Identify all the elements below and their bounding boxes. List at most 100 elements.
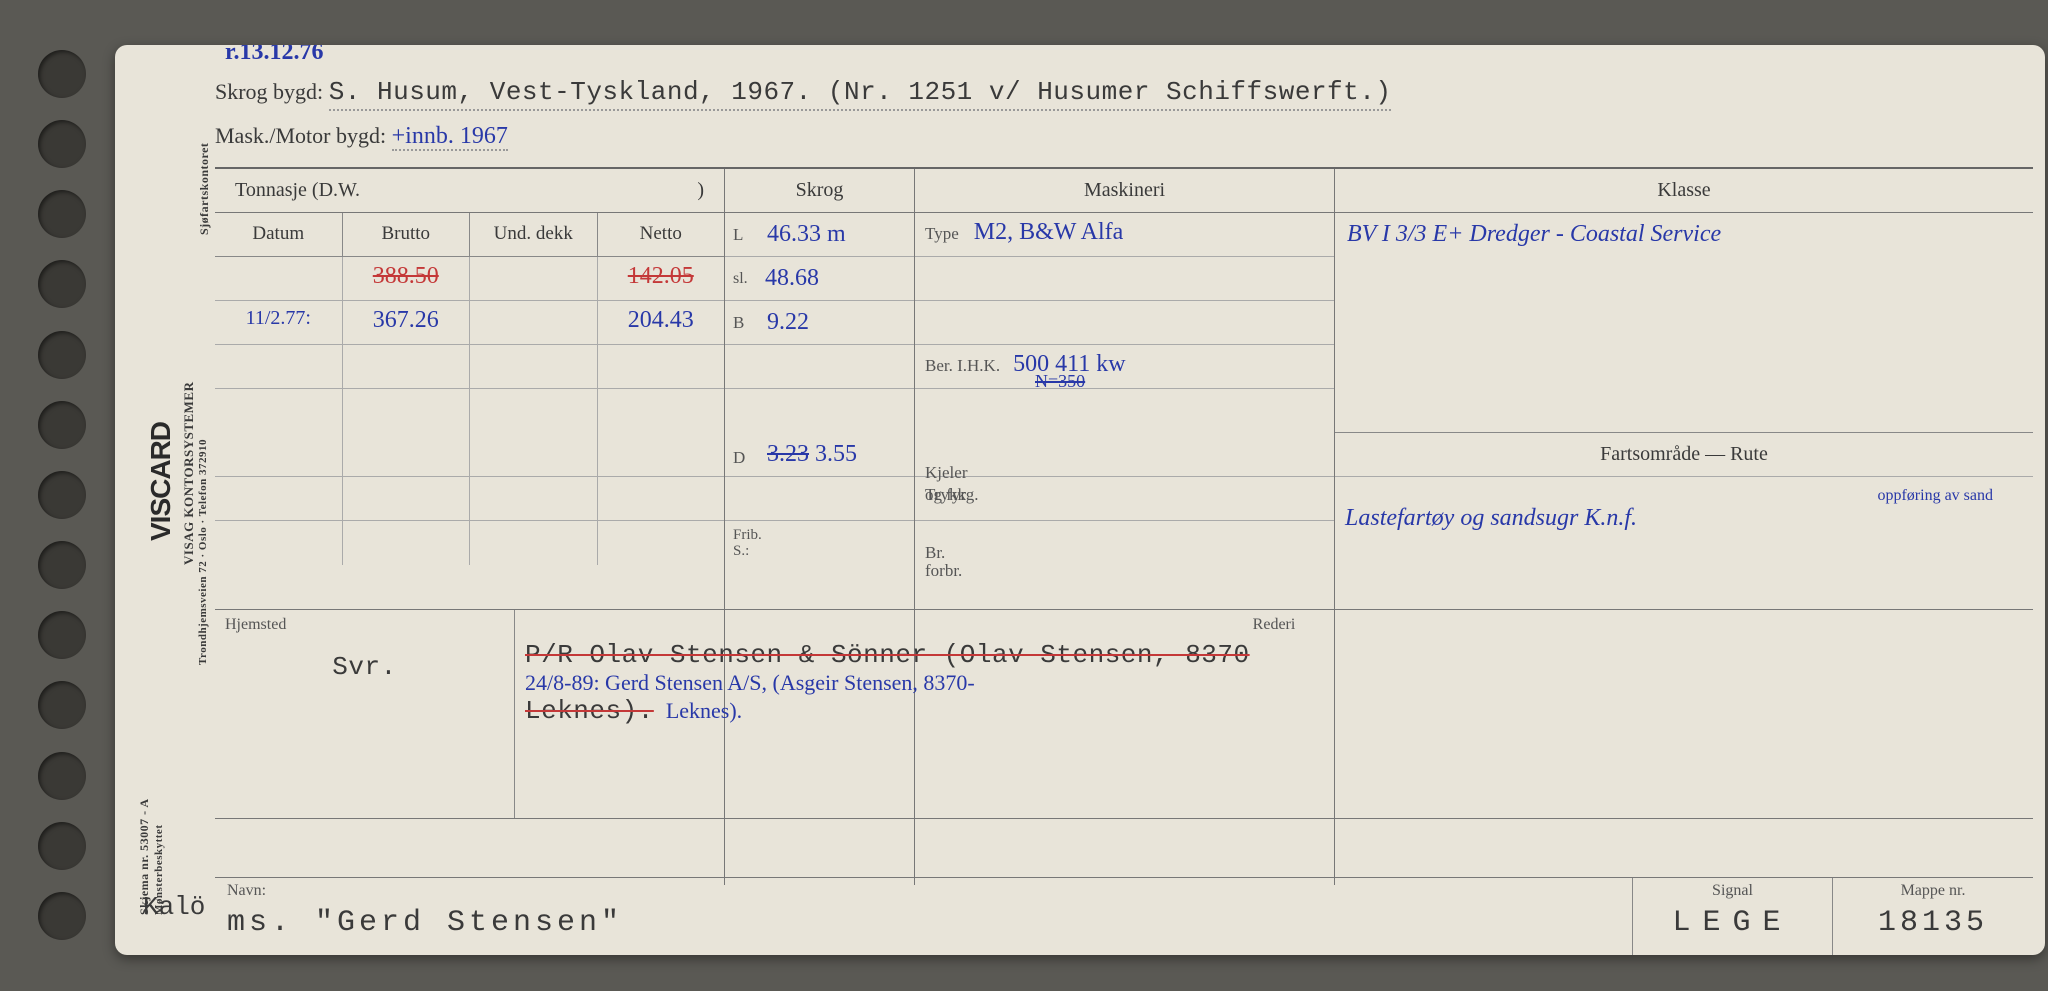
foot-navn: Kalö Navn: ms. "Gerd Stensen" — [215, 878, 1633, 955]
rederi-l2: 24/8-89: Gerd Stensen A/S, (Asgeir Stens… — [525, 670, 975, 695]
punch-hole — [38, 401, 86, 449]
skrog-blank2 — [725, 477, 914, 521]
mask-head: Maskineri — [915, 169, 1334, 213]
klasse-val: BV I 3/3 E+ Dredger - Coastal Service — [1347, 221, 1721, 247]
sl-val: 48.68 — [765, 265, 819, 292]
type-val: M2, B&W Alfa — [974, 219, 1124, 245]
navn-val: ms. "Gerd Stensen" — [227, 906, 1620, 940]
skrog-blank — [725, 345, 914, 389]
skrog-bygd-row: Skrog bygd: S. Husum, Vest-Tyskland, 196… — [215, 77, 2033, 107]
mask-ihk: Ber. I.H.K. 500 411 kw N=350 — [915, 345, 1334, 389]
punch-hole — [38, 260, 86, 308]
mask-kjeler: Kjeler og fyrg. — [915, 389, 1334, 477]
L-val: 46.33 m — [767, 221, 846, 248]
hjem-val: Svr. — [225, 652, 504, 682]
farts-head: Fartsområde — Rute — [1335, 433, 2033, 477]
hjemsted-row: Hjemsted Svr. Rederi P/R Olav Stensen & … — [215, 609, 2033, 819]
B-lbl: B — [733, 313, 761, 333]
punch-hole — [38, 681, 86, 729]
sl-lbl: sl. — [733, 270, 759, 288]
ihk-lbl: Ber. I.H.K. — [925, 356, 1000, 375]
trykk-lbl: Trykk — [925, 485, 966, 504]
foot-signal: Signal LEGE — [1633, 878, 1833, 955]
farts-val: Lastefartøy og sandsugr K.n.f. — [1345, 505, 1637, 531]
br-lbl: Br. forbr. — [925, 543, 962, 581]
D-val: 3.55 — [815, 441, 857, 468]
D-val-struck: 3.23 — [767, 441, 809, 468]
index-card: Sjøfartskontoret VISAG KONTORSYSTEMER Tr… — [115, 45, 2045, 955]
punch-hole — [38, 50, 86, 98]
foot-mappe: Mappe nr. 18135 — [1833, 878, 2033, 955]
side-text: Sjøfartskontoret VISAG KONTORSYSTEMER Tr… — [123, 45, 208, 955]
cell-netto-0: 142.05 — [598, 257, 725, 300]
tonnage-title: Tonnasje (D.W. — [235, 179, 360, 201]
main-grid: Tonnasje (D.W. ) Datum Brutto Und. dekk … — [215, 167, 2033, 885]
mask-type: Type M2, B&W Alfa — [915, 213, 1334, 257]
th-netto: Netto — [598, 213, 725, 256]
cell-und-0 — [470, 257, 598, 300]
tonnage-row-0: 388.50 142.05 — [215, 257, 724, 301]
footer: Kalö Navn: ms. "Gerd Stensen" Signal LEG… — [215, 877, 2033, 955]
rederi-l3: Leknes). — [666, 698, 742, 723]
punch-hole — [38, 611, 86, 659]
tonnage-close: ) — [697, 179, 724, 202]
cell-und-1 — [470, 301, 598, 344]
punch-hole — [38, 541, 86, 589]
sig-lbl: Signal — [1645, 882, 1820, 900]
punch-hole — [38, 471, 86, 519]
viscard-logo: VISCARD — [145, 422, 177, 541]
D-lbl: D — [733, 448, 761, 468]
th-brutto: Brutto — [343, 213, 471, 256]
tonnage-subhead: Datum Brutto Und. dekk Netto — [215, 213, 724, 257]
L-lbl: L — [733, 225, 761, 245]
rederi-col: Rederi P/R Olav Stensen & Sönner (Olav S… — [515, 610, 2033, 818]
punch-hole — [38, 190, 86, 238]
punch-hole — [38, 752, 86, 800]
side-sjofart: Sjøfartskontoret — [197, 143, 212, 235]
cell-netto-1: 204.43 — [598, 301, 725, 344]
mappe-lbl: Mappe nr. — [1845, 882, 2021, 900]
rederi-l1: P/R Olav Stensen & Sönner (Olav Stensen,… — [525, 640, 1250, 670]
tonnage-row-blank3 — [215, 477, 724, 521]
skrog-bygd-label: Skrog bygd: — [215, 79, 323, 104]
hjem-lbl: Hjemsted — [225, 616, 504, 634]
card-wrapper: Sjøfartskontoret VISAG KONTORSYSTEMER Tr… — [20, 20, 2028, 971]
tonnage-row-blank4 — [215, 521, 724, 565]
skrog-B: B 9.22 — [725, 301, 914, 345]
tonnage-row-1: 11/2.77: 367.26 204.43 — [215, 301, 724, 345]
mask-br: Br. forbr. — [915, 521, 1334, 587]
th-und: Und. dekk — [470, 213, 598, 256]
top-date-note: r.13.12.76 — [225, 45, 323, 66]
cell-brutto-1: 367.26 — [343, 301, 471, 344]
sig-val: LEGE — [1645, 906, 1820, 940]
skrog-L: L 46.33 m — [725, 213, 914, 257]
mask-blank — [915, 257, 1334, 301]
skrog-sl: sl. 48.68 — [725, 257, 914, 301]
punch-hole — [38, 120, 86, 168]
mask-bygd-row: Mask./Motor bygd: +innb. 1967 — [215, 123, 2033, 150]
hjemsted-col: Hjemsted Svr. — [215, 610, 515, 818]
punch-holes — [38, 50, 98, 940]
mask-blank2 — [915, 301, 1334, 345]
klasse-head: Klasse — [1335, 169, 2033, 213]
farts-note: oppføring av sand — [1345, 487, 2023, 505]
tonnage-row-blank2 — [215, 389, 724, 477]
punch-hole — [38, 822, 86, 870]
tonnage-row-blank — [215, 345, 724, 389]
content-area: r.13.12.76 Skrog bygd: S. Husum, Vest-Ty… — [215, 45, 2033, 955]
cell-datum-0 — [215, 257, 343, 300]
farts-body: oppføring av sand Lastefartøy og sandsug… — [1335, 477, 2033, 542]
B-val: 9.22 — [767, 309, 809, 336]
cell-datum-1: 11/2.77: — [215, 301, 343, 344]
mask-bygd-value: +innb. 1967 — [392, 123, 508, 151]
skrog-bygd-value: S. Husum, Vest-Tyskland, 1967. (Nr. 1251… — [329, 77, 1392, 111]
rederi-lbl: Rederi — [525, 616, 2023, 634]
mappe-val: 18135 — [1845, 906, 2021, 940]
punch-hole — [38, 892, 86, 940]
skrog-D: D 3.23 3.55 — [725, 389, 914, 477]
side-visag: VISAG KONTORSYSTEMER — [181, 382, 197, 566]
mask-bygd-label: Mask./Motor bygd: — [215, 123, 386, 148]
type-lbl: Type — [925, 224, 959, 243]
th-datum: Datum — [215, 213, 343, 256]
side-addr: Trondhjemsveien 72 · Oslo · Telefon 3729… — [197, 439, 209, 665]
